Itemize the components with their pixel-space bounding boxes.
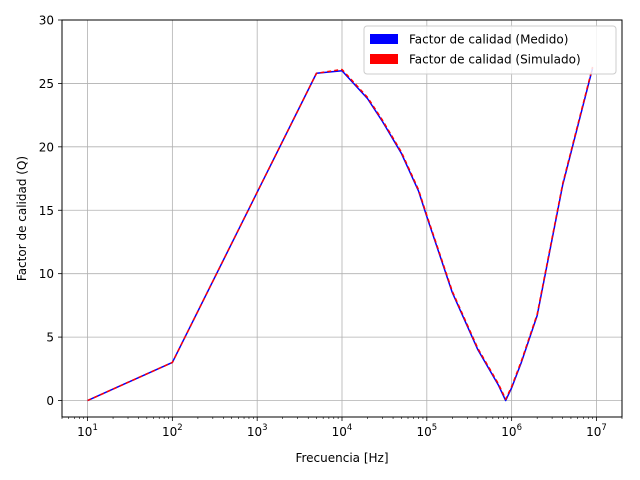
y-tick-label: 30	[39, 14, 54, 28]
y-tick-label: 20	[39, 140, 54, 154]
x-tick-label: 106	[501, 423, 522, 439]
y-tick-label: 25	[39, 77, 54, 91]
y-tick-label: 0	[46, 394, 54, 408]
legend-swatch	[370, 54, 398, 64]
legend-label: Factor de calidad (Simulado)	[409, 53, 581, 67]
x-axis-label: Frecuencia [Hz]	[295, 451, 388, 465]
y-tick-label: 10	[39, 267, 54, 281]
y-axis-label: Factor de calidad (Q)	[15, 156, 29, 281]
x-tick-label: 107	[586, 423, 607, 439]
series-line-simulado	[87, 66, 594, 402]
x-tick-label: 105	[416, 423, 437, 439]
y-tick-label: 5	[46, 331, 54, 345]
x-tick-label: 103	[247, 423, 268, 439]
x-tick-label: 102	[162, 423, 183, 439]
legend: Factor de calidad (Medido) Factor de cali…	[363, 25, 617, 75]
x-tick-label: 101	[77, 423, 98, 439]
legend-box	[363, 25, 617, 75]
legend-label: Factor de calidad (Medido)	[409, 33, 568, 47]
x-tick-label: 104	[332, 423, 353, 439]
legend-swatch	[370, 34, 398, 44]
series-layer	[87, 66, 594, 402]
y-tick-label: 15	[39, 204, 54, 218]
axis-ticks: 101 102 103 104 105 106 107 0 5 10 15 20 25 30	[39, 14, 623, 439]
